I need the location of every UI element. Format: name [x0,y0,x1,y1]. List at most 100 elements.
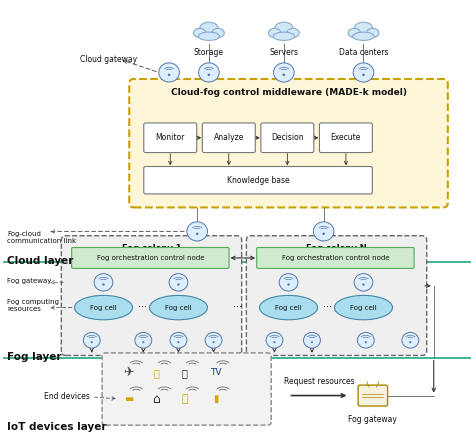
Text: ✈: ✈ [123,366,134,379]
Ellipse shape [259,295,318,320]
FancyBboxPatch shape [202,123,255,153]
FancyBboxPatch shape [246,236,427,355]
Text: Cloud layer: Cloud layer [8,256,74,266]
FancyBboxPatch shape [358,385,388,406]
Circle shape [362,74,365,76]
Circle shape [266,333,283,348]
Text: Fog colony N: Fog colony N [306,244,367,254]
Circle shape [102,284,105,286]
FancyBboxPatch shape [72,247,229,269]
Text: Fog gateway: Fog gateway [348,415,397,424]
Text: Fog orchestration control node: Fog orchestration control node [282,255,389,261]
Text: End devices: End devices [44,392,90,401]
Ellipse shape [193,28,206,37]
Ellipse shape [273,32,294,41]
FancyBboxPatch shape [61,236,242,355]
Text: 💡: 💡 [181,394,188,404]
FancyBboxPatch shape [129,79,448,207]
Text: Fog layer: Fog layer [8,352,62,362]
Circle shape [362,284,365,286]
Ellipse shape [335,295,392,320]
Ellipse shape [348,28,361,37]
Text: ···: ··· [323,303,332,313]
FancyBboxPatch shape [261,123,314,153]
Circle shape [83,333,100,348]
Circle shape [205,333,222,348]
FancyBboxPatch shape [102,353,271,425]
Ellipse shape [149,295,208,320]
Ellipse shape [366,28,379,37]
Circle shape [177,341,180,343]
Text: Storage: Storage [194,49,224,57]
Text: Servers: Servers [269,49,298,57]
Circle shape [273,341,275,343]
Circle shape [303,333,320,348]
Ellipse shape [353,32,374,41]
Text: Cloud gateway: Cloud gateway [80,55,137,64]
Text: ···: ··· [233,303,241,313]
Text: ▮: ▮ [213,394,219,404]
Circle shape [409,341,411,343]
Text: Fog cell: Fog cell [165,305,192,310]
Circle shape [199,63,219,82]
Circle shape [353,63,374,82]
Text: Fog colony 1: Fog colony 1 [122,244,182,254]
Circle shape [283,74,285,76]
Circle shape [322,232,325,235]
Circle shape [208,74,210,76]
Circle shape [357,333,374,348]
Text: Cloud-fog control middleware (MADE-k model): Cloud-fog control middleware (MADE-k mod… [171,88,407,97]
Ellipse shape [200,22,218,34]
FancyBboxPatch shape [144,167,373,194]
Circle shape [187,222,208,241]
Text: Execute: Execute [331,133,361,142]
Circle shape [91,341,93,343]
FancyBboxPatch shape [319,123,373,153]
Circle shape [402,333,419,348]
Ellipse shape [268,28,281,37]
Circle shape [94,273,113,291]
Text: Data centers: Data centers [339,49,388,57]
Circle shape [168,74,171,76]
Ellipse shape [355,22,373,34]
Text: Knowledge base: Knowledge base [227,176,290,185]
Text: Fog cell: Fog cell [350,305,377,310]
Circle shape [365,341,367,343]
Text: Analyze: Analyze [214,133,244,142]
Ellipse shape [275,22,293,34]
Text: Fog computing
resources: Fog computing resources [8,299,59,312]
Circle shape [177,284,180,286]
Text: Fog cell: Fog cell [90,305,117,310]
Ellipse shape [74,295,133,320]
Circle shape [313,222,334,241]
Circle shape [142,341,145,343]
Circle shape [169,273,188,291]
Text: ···: ··· [138,303,147,313]
Circle shape [135,333,152,348]
Circle shape [311,341,313,343]
Text: ⌂: ⌂ [153,392,160,406]
Circle shape [279,273,298,291]
Ellipse shape [212,28,224,37]
Circle shape [354,273,373,291]
Circle shape [273,63,294,82]
FancyBboxPatch shape [257,247,414,269]
Text: Fog orchestration control node: Fog orchestration control node [97,255,204,261]
Ellipse shape [198,32,219,41]
Text: TV: TV [210,368,222,377]
FancyBboxPatch shape [144,123,197,153]
Text: 🚙: 🚙 [182,368,188,378]
Circle shape [159,63,179,82]
Text: Fog cell: Fog cell [275,305,302,310]
Circle shape [196,232,199,235]
Text: ▬: ▬ [124,394,133,404]
Text: ⬛: ⬛ [154,368,159,378]
Text: Fog gateway: Fog gateway [8,277,52,284]
Circle shape [212,341,215,343]
Text: Decision: Decision [271,133,304,142]
Text: Monitor: Monitor [155,133,185,142]
Text: Request resources: Request resources [283,377,354,386]
Ellipse shape [287,28,299,37]
Circle shape [287,284,290,286]
Text: Fog-cloud
communication link: Fog-cloud communication link [8,232,77,244]
